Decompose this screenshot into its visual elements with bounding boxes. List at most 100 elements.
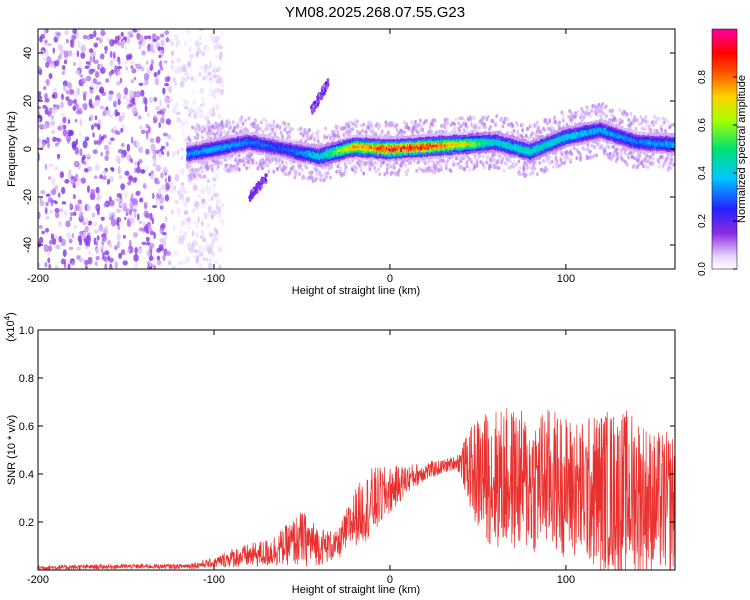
heatmap-cell [184, 106, 189, 110]
heatmap-cell [133, 140, 137, 146]
heatmap-cell [590, 143, 593, 148]
heatmap-cell [161, 231, 167, 236]
heatmap-cell [483, 160, 486, 165]
heatmap-cell [102, 170, 107, 175]
heatmap-cell [268, 160, 272, 165]
heatmap-cell [38, 211, 41, 220]
heatmap-cell [158, 54, 162, 59]
heatmap-cell [423, 160, 427, 165]
heatmap-cell [544, 117, 548, 122]
heatmap-cell [206, 214, 211, 218]
heatmap-cell [177, 150, 180, 156]
heatmap-cell [281, 160, 284, 165]
heatmap-cell [228, 121, 231, 126]
heatmap-cell [129, 217, 135, 224]
heatmap-cell [459, 156, 463, 161]
heatmap-cell [149, 243, 155, 249]
heatmap-cell [297, 127, 300, 132]
heatmap-cell [501, 124, 505, 129]
heatmap-cell [74, 204, 80, 212]
heatmap-cell [201, 75, 207, 81]
heatmap-cell [640, 126, 644, 131]
heatmap-cell [82, 140, 88, 149]
heatmap-cell [75, 103, 80, 110]
heatmap-cell [116, 80, 121, 86]
heatmap-cell [45, 106, 49, 111]
heatmap-cell [69, 88, 75, 95]
heatmap-cell [143, 72, 150, 81]
heatmap-cell [303, 176, 306, 181]
heatmap-cell [308, 128, 311, 133]
heatmap-cell [116, 232, 121, 241]
heatmap-cell [191, 125, 194, 130]
heatmap-cell [240, 125, 244, 130]
heatmap-cell [115, 155, 121, 163]
heatmap-cell [196, 136, 199, 141]
heatmap-cell [319, 177, 323, 182]
heatmap-cell [586, 105, 590, 110]
heatmap-cell [664, 128, 667, 133]
heatmap-cell [122, 112, 125, 120]
heatmap-cell [496, 160, 500, 165]
heatmap-cell [199, 165, 203, 170]
heatmap-cell [131, 208, 137, 212]
heatmap-cell [649, 128, 653, 133]
heatmap-cell [75, 173, 79, 180]
heatmap-cell [595, 153, 598, 158]
heatmap-cell [100, 31, 107, 36]
heatmap-cell [103, 202, 108, 208]
heatmap-cell [202, 257, 207, 261]
heatmap-cell [198, 111, 202, 116]
heatmap-cell [148, 266, 152, 269]
heatmap-cell [646, 119, 650, 124]
heatmap-cell [102, 175, 107, 180]
heatmap-cell [114, 261, 118, 269]
heatmap-cell [149, 96, 153, 103]
heatmap-cell [98, 133, 102, 142]
heatmap-cell [133, 111, 139, 115]
heatmap-cell [114, 35, 120, 44]
heatmap-cell [84, 218, 89, 226]
heatmap-cell [136, 166, 141, 174]
heatmap-cell [136, 213, 140, 221]
heatmap-cell [97, 123, 101, 131]
heatmap-cell [116, 216, 122, 223]
heatmap-cell [666, 120, 670, 125]
heatmap-cell [89, 114, 94, 121]
heatmap-cell [512, 164, 516, 169]
heatmap-cell [177, 57, 181, 63]
heatmap-cell [439, 123, 443, 128]
heatmap-cell [184, 230, 188, 237]
heatmap-cell [453, 126, 457, 131]
heatmap-cell [137, 146, 143, 154]
heatmap-cell [351, 127, 355, 132]
heatmap-cell [192, 89, 196, 95]
heatmap-cell [213, 171, 219, 180]
heatmap-cell [304, 139, 308, 144]
heatmap-cell [158, 61, 163, 68]
heatmap-cell [208, 232, 214, 238]
heatmap-cell [193, 135, 197, 140]
heatmap-cell [336, 164, 340, 169]
heatmap-cell [133, 253, 139, 262]
heatmap-cell [220, 30, 225, 38]
heatmap-cell [118, 175, 123, 180]
heatmap-cell [212, 65, 217, 70]
heatmap-cell [52, 136, 57, 142]
heatmap-cell [147, 35, 152, 40]
heatmap-cell [156, 35, 160, 41]
heatmap-cell [324, 126, 327, 131]
heatmap-cell [76, 87, 80, 96]
heatmap-cell [651, 156, 655, 161]
heatmap-cell [126, 152, 130, 161]
heatmap-cell [203, 212, 208, 220]
heatmap-cell [192, 100, 197, 106]
heatmap-cell [118, 252, 123, 259]
heatmap-cell [180, 167, 185, 176]
heatmap-cell [534, 134, 538, 139]
heatmap-cell [155, 198, 159, 207]
heatmap-cell [532, 131, 536, 136]
heatmap-cell [162, 87, 166, 95]
heatmap-cell [140, 169, 146, 174]
heatmap-cell [124, 190, 128, 199]
